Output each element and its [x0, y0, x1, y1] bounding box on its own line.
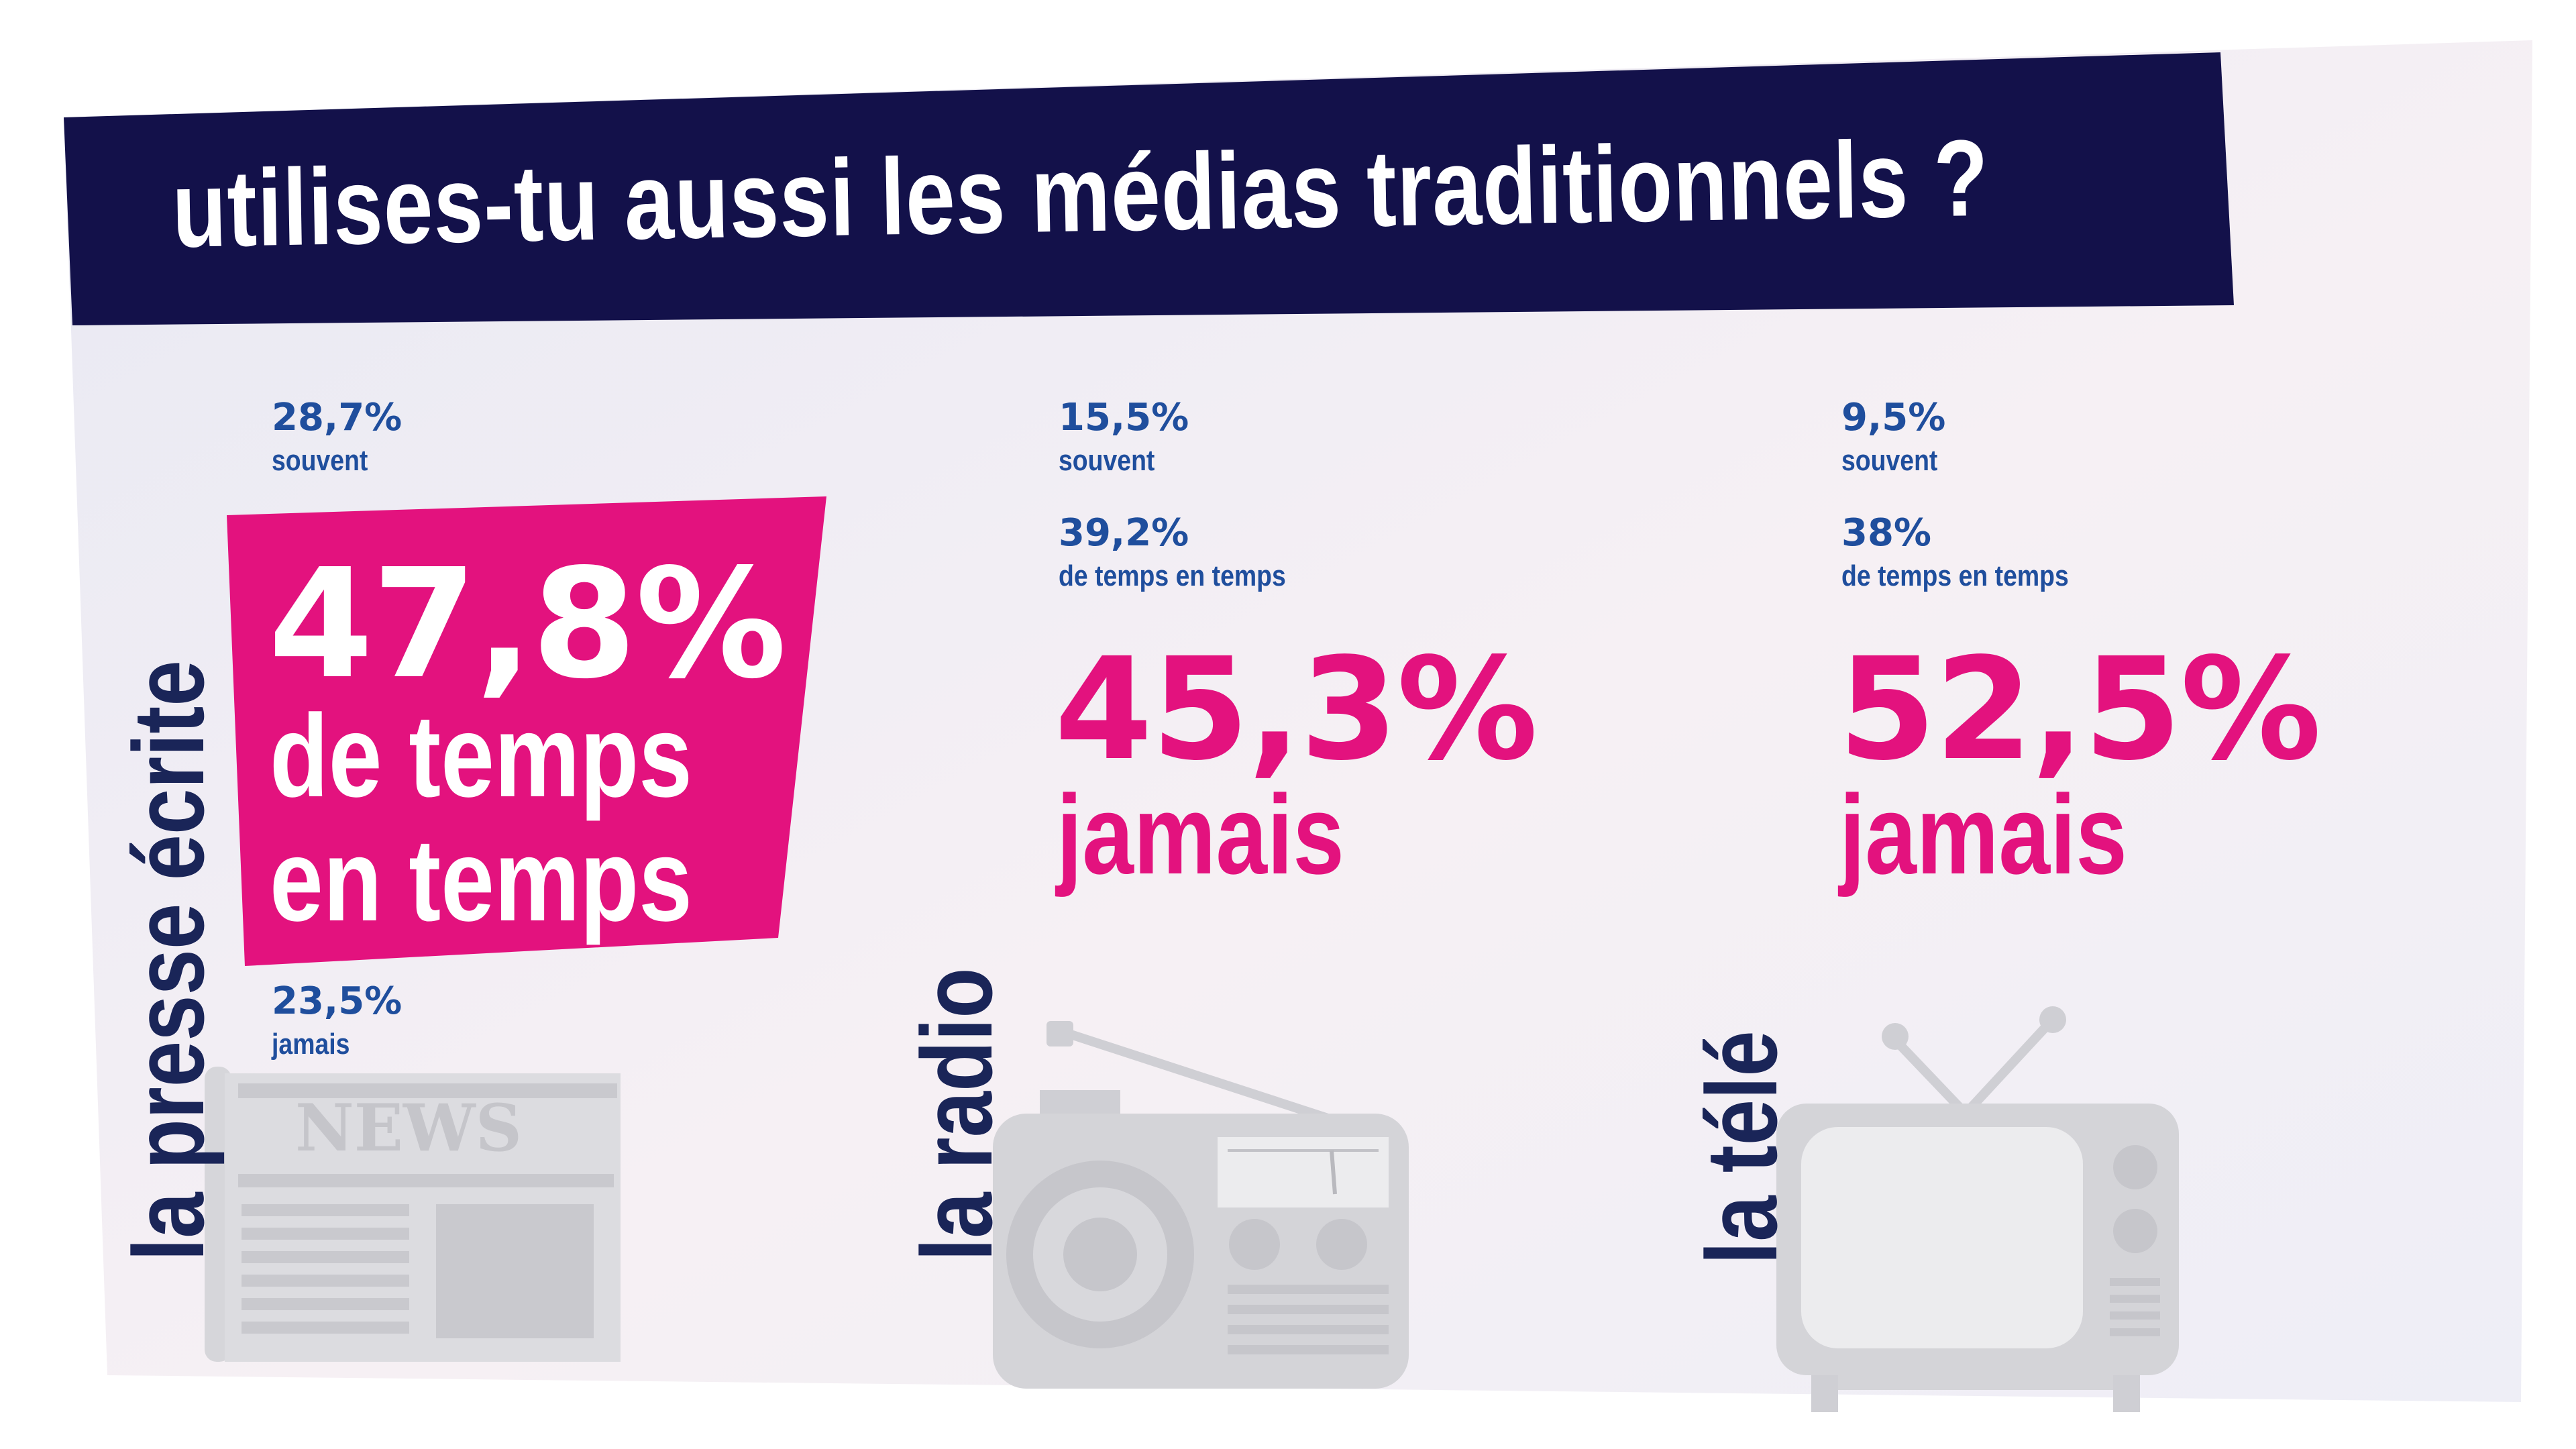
tv-icon: [1776, 1006, 2179, 1412]
presse-category-label: la presse écrite: [112, 660, 225, 1261]
presse-jamais-value: 23,5%: [272, 979, 402, 1023]
tele-temps-value: 38%: [1841, 511, 1932, 555]
tele-souvent-value: 9,5%: [1841, 396, 1946, 439]
radio-highlight-label: jamais: [1057, 771, 1344, 898]
presse-jamais-label: jamais: [272, 1028, 350, 1061]
title-banner: [64, 52, 2234, 325]
news-text: NEWS: [295, 1090, 522, 1166]
radio-souvent-value: 15,5%: [1059, 396, 1189, 439]
newspaper-icon: NEWS: [205, 1067, 621, 1362]
presse-highlight-label-2: en temps: [270, 815, 692, 946]
radio-icon: [993, 1021, 1409, 1389]
radio-souvent-label: souvent: [1059, 444, 1155, 477]
tele-highlight-value: 52,5%: [1838, 627, 2322, 792]
presse-souvent-label: souvent: [272, 444, 368, 477]
radio-category-label: la radio: [900, 967, 1013, 1261]
highlight-box: [227, 496, 826, 966]
presse-souvent-value: 28,7%: [272, 396, 402, 439]
radio-highlight-value: 45,3%: [1055, 627, 1538, 792]
tele-temps-label: de temps en temps: [1841, 559, 2069, 592]
tele-highlight-label: jamais: [1839, 771, 2127, 898]
radio-temps-label: de temps en temps: [1059, 559, 1286, 592]
radio-temps-value: 39,2%: [1059, 511, 1189, 555]
presse-highlight-label-1: de temps: [270, 691, 692, 822]
tele-category-label: la télé: [1685, 1030, 1798, 1265]
presse-highlight-value: 47,8%: [268, 537, 787, 712]
tele-souvent-label: souvent: [1841, 444, 1938, 477]
